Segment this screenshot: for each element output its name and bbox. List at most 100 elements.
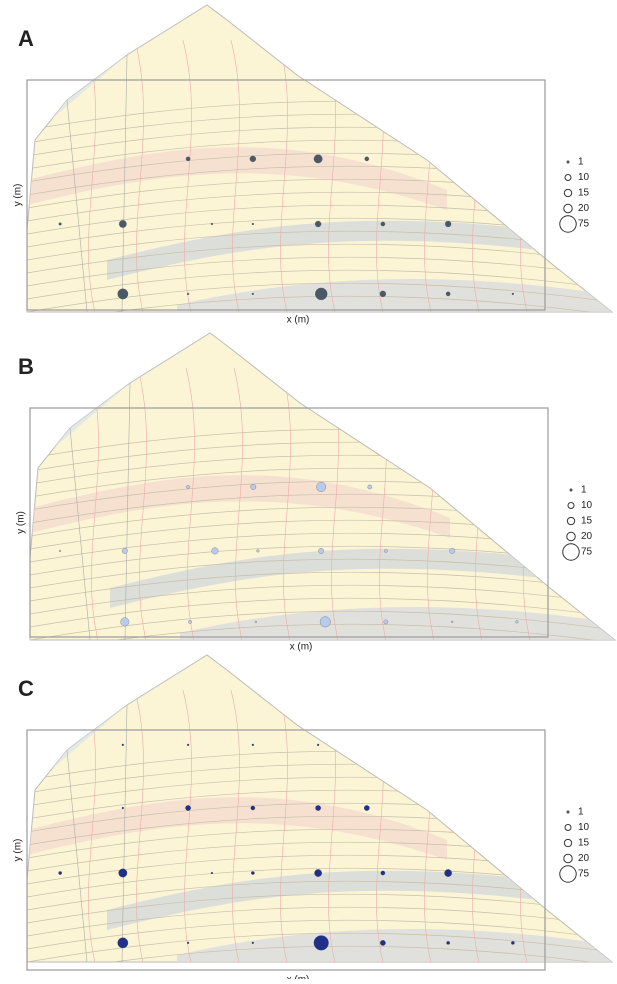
- bubble: [314, 869, 322, 877]
- y-axis-label: y (m): [13, 184, 24, 207]
- fault-line: [281, 367, 293, 640]
- legend-label: 75: [578, 869, 590, 880]
- bubble: [511, 292, 514, 295]
- legend-symbol: [563, 203, 573, 214]
- legend-symbol: [566, 516, 576, 526]
- gray-band: [110, 548, 615, 608]
- panel: Ax (m) y (m) 1 10 15 20 75: [13, 4, 614, 326]
- bubble: [185, 156, 191, 162]
- panel-label: B: [18, 354, 34, 379]
- fault-line: [182, 39, 194, 312]
- legend-label: 75: [578, 219, 590, 230]
- bubble: [251, 222, 254, 226]
- plot-frame: [26, 79, 546, 311]
- fault-line: [182, 689, 194, 962]
- fault-line: [137, 367, 149, 640]
- panel: Bx (m) y (m) 1 10 15 20 75: [16, 332, 617, 653]
- bubble: [185, 805, 191, 811]
- bubble: [363, 805, 370, 811]
- x-axis-label: x (m): [287, 975, 310, 979]
- stratum-line: [27, 906, 612, 937]
- bubble: [58, 871, 62, 875]
- bubble: [383, 619, 389, 625]
- stratum-line: [27, 269, 612, 300]
- pale-band: [27, 797, 447, 860]
- fault-line: [185, 367, 197, 640]
- bubble: [186, 292, 190, 295]
- bubble: [58, 222, 62, 226]
- stratum-line: [27, 295, 612, 312]
- stratum-line: [30, 610, 615, 640]
- ridge-line: [69, 382, 131, 640]
- bubble: [210, 871, 214, 875]
- fault-line: [278, 689, 290, 962]
- stratum-line: [30, 623, 615, 640]
- bubble: [380, 940, 386, 946]
- bubble: [210, 222, 214, 226]
- plot-frame: [26, 729, 546, 971]
- bubble: [313, 154, 323, 164]
- legend-label: 1: [578, 807, 584, 818]
- bubble: [58, 549, 62, 552]
- legend-label: 75: [581, 547, 593, 558]
- bubble: [380, 870, 386, 876]
- gray-band: [107, 870, 612, 930]
- legend-symbol: [566, 810, 570, 814]
- legend-symbol: [566, 531, 576, 542]
- bubble: [121, 806, 124, 810]
- ridge-line: [66, 704, 128, 962]
- bubble: [316, 482, 327, 492]
- bubble: [317, 743, 320, 746]
- bubble: [251, 941, 254, 944]
- ridge-line: [66, 54, 128, 312]
- bubble: [511, 941, 515, 945]
- bubble: [120, 617, 130, 627]
- legend-label: 15: [578, 188, 590, 199]
- bubble: [318, 548, 324, 554]
- bubble: [315, 287, 328, 301]
- bubble: [451, 620, 454, 623]
- bubble: [117, 937, 129, 949]
- bubble: [186, 743, 190, 746]
- legend-label: 20: [578, 203, 590, 214]
- fault-line: [230, 689, 242, 962]
- bubble: [364, 156, 370, 162]
- bubble: [249, 155, 257, 163]
- bubble: [119, 220, 127, 228]
- legend-label: 1: [581, 485, 587, 496]
- legend-label: 10: [578, 822, 590, 833]
- stratum-line: [27, 282, 612, 312]
- bubble: [186, 485, 190, 489]
- gray-band: [177, 928, 612, 962]
- bubble: [118, 868, 128, 878]
- bubble: [251, 292, 254, 295]
- bubble: [251, 871, 255, 875]
- stratum-line: [30, 584, 615, 615]
- gray-band: [180, 606, 615, 640]
- x-axis-label: x (m): [290, 642, 313, 653]
- legend-symbol: [564, 173, 572, 182]
- bubble: [515, 620, 519, 624]
- bubble: [444, 220, 452, 228]
- legend-symbol: [562, 543, 580, 561]
- panel-label: A: [18, 26, 34, 51]
- bubble: [254, 620, 257, 623]
- stratum-line: [27, 880, 612, 911]
- legend-symbol: [569, 488, 573, 492]
- legend-symbol: [563, 838, 573, 848]
- legend-label: 15: [581, 516, 593, 527]
- legend-symbol: [564, 823, 572, 832]
- y-axis-label: y (m): [13, 839, 24, 862]
- legend-label: 15: [578, 838, 590, 849]
- bubble: [444, 869, 452, 877]
- stratum-line: [30, 558, 615, 589]
- bubble: [250, 805, 256, 811]
- plot-frame: [29, 407, 549, 638]
- gray-band: [107, 220, 612, 280]
- bubble: [188, 620, 192, 624]
- y-axis-label: y (m): [16, 511, 27, 534]
- bubble: [186, 941, 190, 944]
- bubble: [256, 549, 260, 553]
- bubble: [446, 941, 450, 945]
